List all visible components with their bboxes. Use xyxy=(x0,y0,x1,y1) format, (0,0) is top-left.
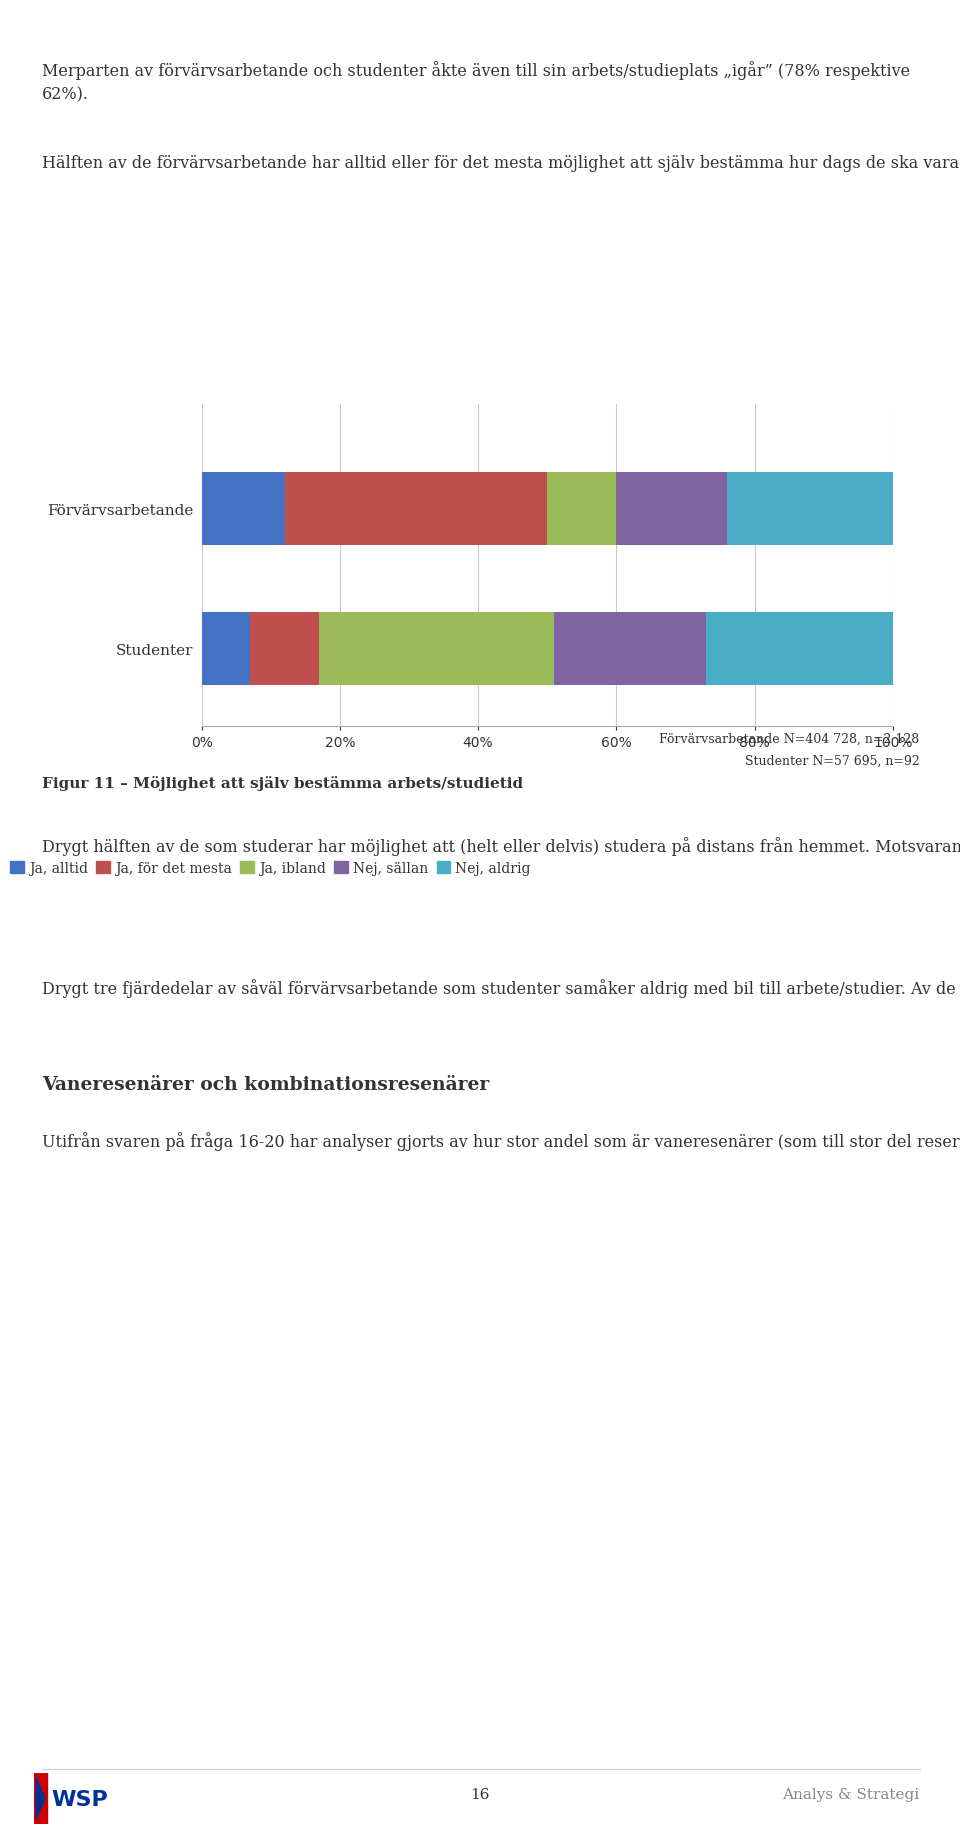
Bar xyxy=(319,612,554,686)
Text: Hälften av de förvärvsarbetande har alltid eller för det mesta möjlighet att sjä: Hälften av de förvärvsarbetande har allt… xyxy=(42,153,960,171)
Bar xyxy=(202,473,284,546)
Text: 16: 16 xyxy=(470,1788,490,1802)
Text: Vaneresenärer och kombinationsresenärer: Vaneresenärer och kombinationsresenärer xyxy=(42,1076,490,1094)
Text: Analys & Strategi: Analys & Strategi xyxy=(782,1788,920,1802)
Bar xyxy=(284,473,547,546)
Bar xyxy=(547,473,616,546)
Text: Förvärvsarbetande N=404 728, n=2 128: Förvärvsarbetande N=404 728, n=2 128 xyxy=(660,732,920,745)
Text: Figur 11 – Möjlighet att själv bestämma arbets/studietid: Figur 11 – Möjlighet att själv bestämma … xyxy=(42,776,523,791)
Text: WSP: WSP xyxy=(51,1789,108,1808)
Text: Merparten av förvärvsarbetande och studenter åkte även till sin arbets/studiepla: Merparten av förvärvsarbetande och stude… xyxy=(42,61,910,103)
Bar xyxy=(707,612,893,686)
Polygon shape xyxy=(34,1773,46,1824)
Bar xyxy=(554,612,707,686)
Bar xyxy=(250,612,319,686)
Text: Utifrån svaren på fråga 16-20 har analyser gjorts av hur stor andel som är vaner: Utifrån svaren på fråga 16-20 har analys… xyxy=(42,1131,960,1149)
Bar xyxy=(727,473,893,546)
Text: Drygt hälften av de som studerar har möjlighet att (helt eller delvis) studera p: Drygt hälften av de som studerar har möj… xyxy=(42,837,960,855)
Text: Studenter N=57 695, n=92: Studenter N=57 695, n=92 xyxy=(745,754,920,767)
Legend: Ja, alltid, Ja, för det mesta, Ja, ibland, Nej, sällan, Nej, aldrig: Ja, alltid, Ja, för det mesta, Ja, iblan… xyxy=(5,855,537,881)
Bar xyxy=(202,612,250,686)
Text: Drygt tre fjärdedelar av såväl förvärvsarbetande som studenter samåker aldrig me: Drygt tre fjärdedelar av såväl förvärvsa… xyxy=(42,978,960,997)
Polygon shape xyxy=(36,1778,45,1819)
Bar xyxy=(616,473,727,546)
